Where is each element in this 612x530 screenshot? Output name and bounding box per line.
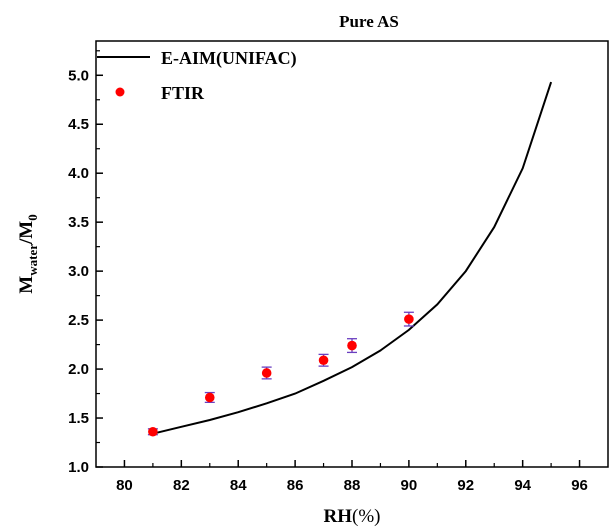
x-tick-label: 88 [344, 477, 361, 494]
data-point-ftir [403, 311, 414, 327]
data-marker [148, 426, 158, 437]
x-tick-label: 80 [116, 477, 133, 494]
data-point-ftir [347, 338, 357, 354]
plot-border [95, 40, 609, 468]
x-tick-label: 94 [514, 477, 531, 494]
y-axis-label-sub2: 0 [25, 214, 40, 221]
y-tick-label: 2.0 [68, 361, 89, 378]
data-point-ftir [147, 426, 158, 437]
data-marker [318, 355, 329, 366]
x-tick-label: 92 [457, 477, 474, 494]
y-axis-label-sep: /M [16, 221, 37, 245]
data-marker [347, 340, 357, 351]
plot-frame [95, 40, 609, 468]
chart-title: Pure AS [339, 12, 399, 31]
x-tick-label: 86 [287, 477, 304, 494]
legend-label-line: E-AIM(UNIFAC) [161, 48, 297, 69]
y-axis-label: Mwater/M0 [16, 214, 40, 293]
x-tick-labels: 80 82 84 86 88 90 92 94 96 [116, 477, 588, 494]
series-line-eaim [152, 81, 553, 435]
y-tick-label: 3.5 [68, 214, 89, 231]
x-tick-label: 90 [401, 477, 418, 494]
x-axis-label-main: RH [324, 506, 353, 527]
data-point-ftir [261, 366, 272, 380]
data-marker [204, 392, 215, 403]
y-axis-label-sub1: water [25, 244, 40, 276]
x-tick-label: 84 [230, 477, 247, 494]
legend-marker-swatch [115, 87, 125, 97]
y-tick-label: 3.0 [68, 263, 89, 280]
x-tick-label: 96 [571, 477, 588, 494]
legend: E-AIM(UNIFAC) FTIR [97, 48, 297, 103]
data-point-ftir [318, 353, 329, 367]
data-marker [404, 314, 414, 324]
y-tick-label: 1.0 [68, 459, 89, 476]
legend-label-scatter: FTIR [161, 83, 205, 103]
series-layer [147, 81, 553, 437]
tick-marks [96, 50, 581, 468]
y-tick-label: 1.5 [68, 410, 89, 427]
y-tick-label: 2.5 [68, 312, 89, 329]
y-tick-label: 4.5 [68, 116, 89, 133]
y-tick-label: 5.0 [68, 67, 89, 84]
y-tick-labels: 1.0 1.5 2.0 2.5 3.0 3.5 4.0 4.5 5.0 [68, 67, 89, 476]
x-axis-label: RH(%) [324, 506, 381, 527]
y-axis-label-base: M [16, 276, 37, 294]
y-tick-label: 4.0 [68, 165, 89, 182]
x-axis-label-unit: (%) [352, 506, 380, 527]
x-tick-label: 82 [173, 477, 190, 494]
data-point-ftir [204, 391, 215, 404]
data-marker [261, 368, 272, 378]
